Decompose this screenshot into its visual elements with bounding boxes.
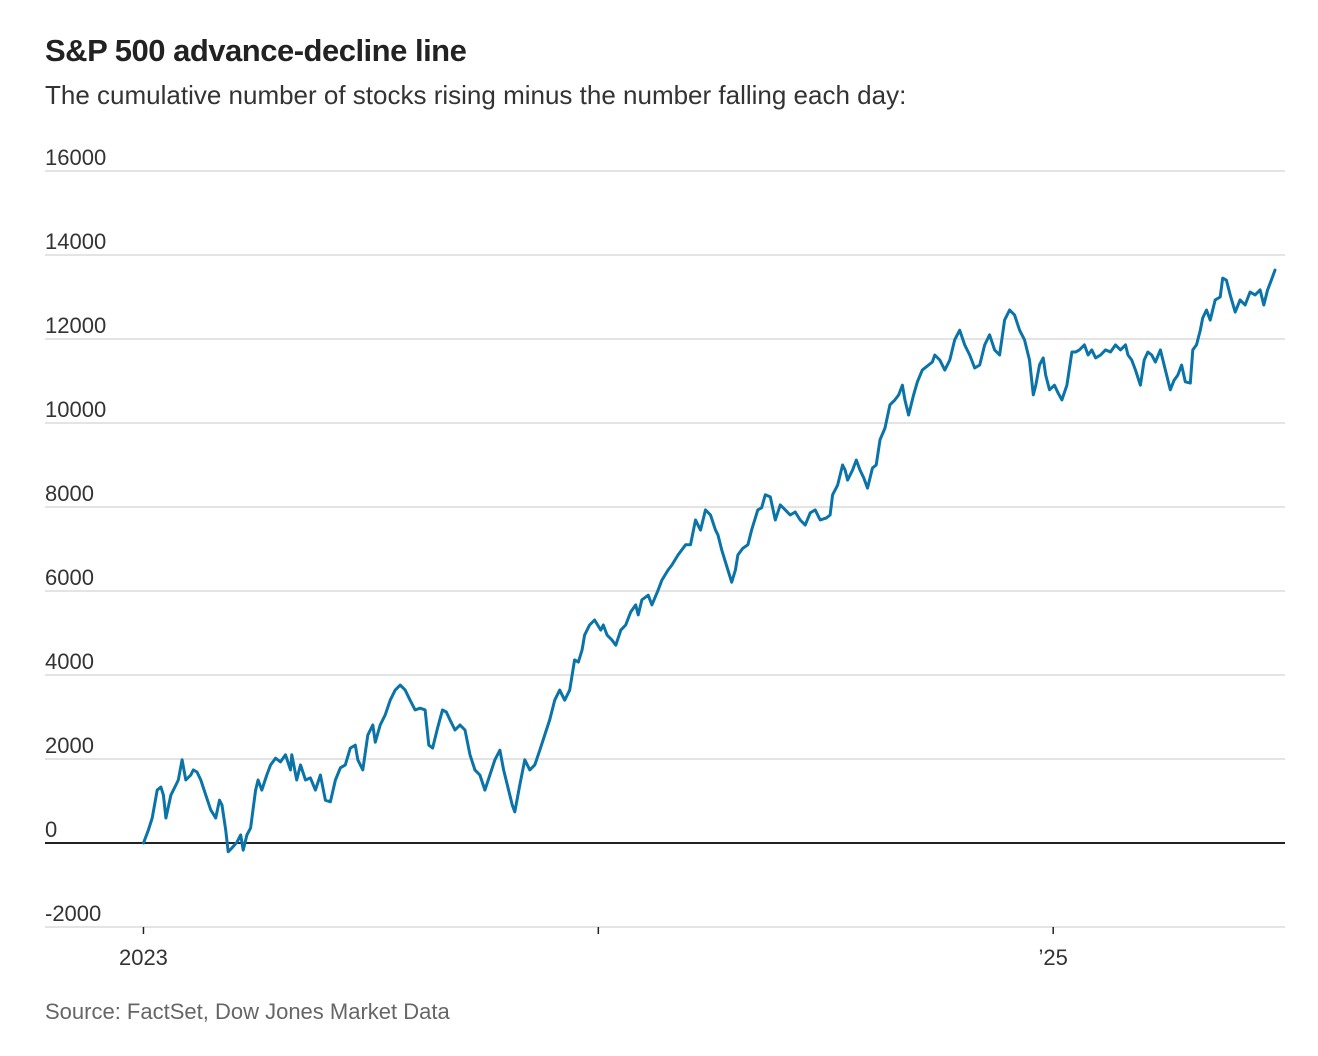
y-tick-label: 4000 <box>45 649 94 674</box>
source-note: Source: FactSet, Dow Jones Market Data <box>45 999 450 1024</box>
gridlines <box>45 170 1285 928</box>
x-tick-label: 2023 <box>119 945 168 970</box>
y-tick-label: 12000 <box>45 313 106 338</box>
y-axis-labels: -2000 0 2000 4000 6000 8000 10000 12000 14000 160… <box>45 145 106 926</box>
series-group <box>142 268 1277 854</box>
chart-subtitle: The cumulative number of stocks rising m… <box>45 80 907 110</box>
y-tick-label: 6000 <box>45 565 94 590</box>
x-axis: 2023 ’25 <box>119 927 1068 970</box>
y-tick-label: 16000 <box>45 145 106 170</box>
y-tick-label: 0 <box>45 817 57 842</box>
y-tick-label: 8000 <box>45 481 94 506</box>
x-tick-label: ’25 <box>1039 945 1068 970</box>
y-tick-label: 14000 <box>45 229 106 254</box>
y-tick-label: 2000 <box>45 733 94 758</box>
y-tick-label: 10000 <box>45 397 106 422</box>
y-tick-label: -2000 <box>45 901 101 926</box>
advance-decline-line <box>142 268 1277 854</box>
chart-title: S&P 500 advance-decline line <box>45 33 467 68</box>
